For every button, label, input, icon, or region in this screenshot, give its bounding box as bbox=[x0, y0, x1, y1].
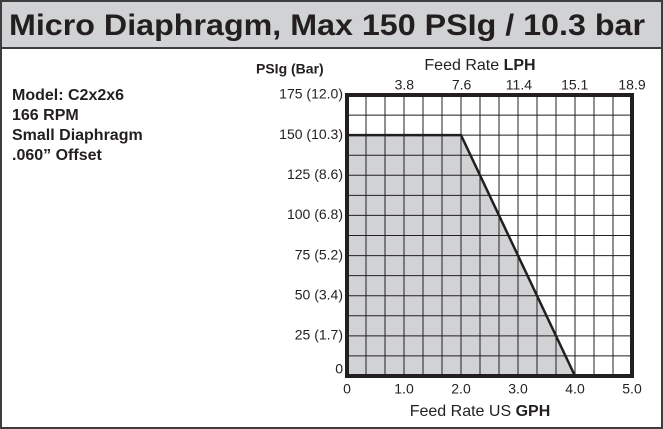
model-note: Small Diaphragm bbox=[12, 127, 143, 144]
x-tick-label: 1.0 bbox=[394, 381, 414, 397]
chart-title: Micro Diaphragm, Max 150 PSIg / 10.3 bar bbox=[9, 9, 645, 42]
x2-tick-label: 18.9 bbox=[618, 77, 645, 93]
y-axis-label: PSIg (Bar) bbox=[256, 61, 324, 77]
x2-tick-label: 3.8 bbox=[395, 77, 415, 93]
x-tick-label: 2.0 bbox=[451, 381, 471, 397]
x-axis-label: Feed Rate US GPH bbox=[410, 403, 551, 420]
x-tick-label: 0 bbox=[343, 381, 351, 397]
x-tick-label: 5.0 bbox=[622, 381, 642, 397]
model-note: .060” Offset bbox=[12, 147, 102, 164]
x2-tick-label: 7.6 bbox=[452, 77, 472, 93]
title-bar bbox=[0, 0, 663, 49]
y-tick-label: 125 (8.6) bbox=[287, 166, 343, 182]
y-tick-label: 175 (12.0) bbox=[279, 86, 343, 102]
x-tick-label: 4.0 bbox=[565, 381, 585, 397]
x2-tick-label: 11.4 bbox=[506, 77, 532, 93]
x2-tick-label: 15.1 bbox=[561, 77, 588, 93]
y-tick-label: 75 (5.2) bbox=[295, 246, 343, 262]
model-note: 166 RPM bbox=[12, 107, 79, 124]
plot-border bbox=[345, 93, 634, 378]
line bbox=[347, 133, 577, 377]
x2-axis-label: Feed Rate LPH bbox=[424, 57, 535, 74]
model-note: Model: C2x2x6 bbox=[12, 87, 124, 104]
y-tick-label: 100 (6.8) bbox=[287, 206, 343, 222]
y-tick-label: 25 (1.7) bbox=[295, 327, 343, 343]
y-tick-label: 50 (3.4) bbox=[295, 286, 343, 302]
y-tick-label: 150 (10.3) bbox=[279, 126, 343, 142]
x-tick-label: 3.0 bbox=[508, 381, 528, 397]
y-tick-label: 0 bbox=[335, 361, 343, 377]
